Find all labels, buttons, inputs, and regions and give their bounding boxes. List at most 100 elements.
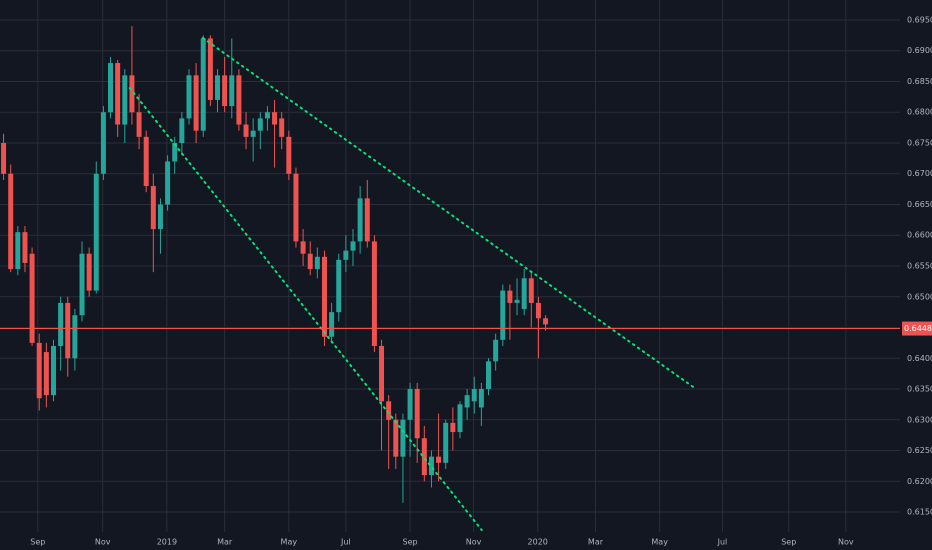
candle-body xyxy=(43,352,49,396)
y-tick-label: 0.62000 xyxy=(907,477,932,486)
y-tick-label: 0.65000 xyxy=(907,292,932,301)
candle-body xyxy=(343,250,349,260)
candle-body xyxy=(300,241,306,254)
x-tick-label: Nov xyxy=(838,538,854,547)
candle-body xyxy=(157,204,163,230)
candle-body xyxy=(65,302,71,359)
last-price-label: 0.64483 xyxy=(904,324,932,333)
candle-body xyxy=(528,278,534,303)
candle-body xyxy=(193,75,199,131)
candle-body xyxy=(58,302,64,346)
axes: 0.61500 0.62000 0.62500 0.63000 0.63500 0.640… xyxy=(30,15,932,547)
candle-body xyxy=(36,342,42,399)
candle-body xyxy=(93,173,99,291)
y-tick-label: 0.68500 xyxy=(907,77,932,86)
candle-body xyxy=(229,75,235,107)
y-tick-label: 0.61500 xyxy=(907,508,932,517)
x-tick-label: 2020 xyxy=(528,538,548,547)
candle-body xyxy=(314,256,320,270)
y-tick-label: 0.69000 xyxy=(907,46,932,55)
y-tick-label: 0.63000 xyxy=(907,415,932,424)
candle-body xyxy=(29,253,35,343)
y-tick-label: 0.66500 xyxy=(907,200,932,209)
candle-body xyxy=(222,75,228,107)
y-tick-label: 0.66000 xyxy=(907,231,932,240)
candle-body xyxy=(421,438,427,476)
candle-body xyxy=(414,389,420,439)
candle-body xyxy=(215,75,221,100)
candle-body xyxy=(293,173,299,242)
candle-body xyxy=(329,312,335,337)
candle-body xyxy=(350,241,356,251)
candle-body xyxy=(86,253,92,291)
candle-body xyxy=(136,112,142,137)
candle-body xyxy=(407,389,413,420)
trendline xyxy=(128,87,483,532)
candle-body xyxy=(307,253,313,270)
candle-body xyxy=(129,75,135,113)
candle-body xyxy=(364,198,370,242)
candle-body xyxy=(357,198,363,242)
candle-body xyxy=(543,318,549,325)
candle-body xyxy=(122,75,128,125)
y-tick-label: 0.69500 xyxy=(907,15,932,24)
x-tick-label: 2019 xyxy=(157,538,177,547)
last-price-box xyxy=(902,321,932,336)
candle-body xyxy=(507,290,513,303)
candle-body xyxy=(393,419,399,457)
trendline xyxy=(201,37,696,390)
candle-body xyxy=(436,456,442,463)
y-tick-label: 0.65500 xyxy=(907,262,932,271)
x-tick-label: Sep xyxy=(403,538,418,547)
candle-body xyxy=(379,345,385,402)
x-tick-label: Jul xyxy=(340,538,351,547)
candle-body xyxy=(186,75,192,119)
candle-body xyxy=(443,422,449,463)
candle-body xyxy=(172,142,178,162)
candle-body xyxy=(143,136,149,187)
x-tick-label: May xyxy=(651,538,668,547)
candle-body xyxy=(243,124,249,137)
candle-body xyxy=(457,404,463,433)
candle-body xyxy=(79,253,85,316)
y-tick-label: 0.67000 xyxy=(907,169,932,178)
candle-body xyxy=(279,118,285,137)
candle-body xyxy=(371,241,377,346)
candle-body xyxy=(286,136,292,174)
candle-body xyxy=(478,389,484,408)
candle-body xyxy=(115,63,121,125)
candle-body xyxy=(207,38,213,100)
candle-body xyxy=(108,63,114,113)
grid xyxy=(0,0,900,532)
y-tick-label: 0.64000 xyxy=(907,354,932,363)
candle-body xyxy=(200,38,206,131)
candle-body xyxy=(464,395,470,408)
candle-body xyxy=(272,112,278,125)
candle-body xyxy=(250,130,256,137)
candle-body xyxy=(1,142,7,174)
candle-body xyxy=(521,278,527,310)
candle-body xyxy=(321,256,327,337)
candle-body xyxy=(514,299,520,303)
candle-body xyxy=(8,173,14,270)
candle-body xyxy=(500,290,506,340)
candle-body xyxy=(15,232,21,270)
x-tick-label: Sep xyxy=(781,538,796,547)
x-tick-label: Mar xyxy=(217,538,233,547)
candle-body xyxy=(493,339,499,362)
candle-body xyxy=(486,361,492,390)
candle-body xyxy=(22,232,28,263)
x-tick-label: Nov xyxy=(95,538,111,547)
candle-body xyxy=(336,259,342,313)
x-tick-label: Nov xyxy=(466,538,482,547)
x-tick-label: May xyxy=(281,538,298,547)
candle-body xyxy=(165,161,171,205)
candle-body xyxy=(450,422,456,433)
candle-body xyxy=(428,456,434,476)
candle-body xyxy=(100,112,106,174)
candle-body xyxy=(535,302,541,319)
y-tick-label: 0.63500 xyxy=(907,385,932,394)
